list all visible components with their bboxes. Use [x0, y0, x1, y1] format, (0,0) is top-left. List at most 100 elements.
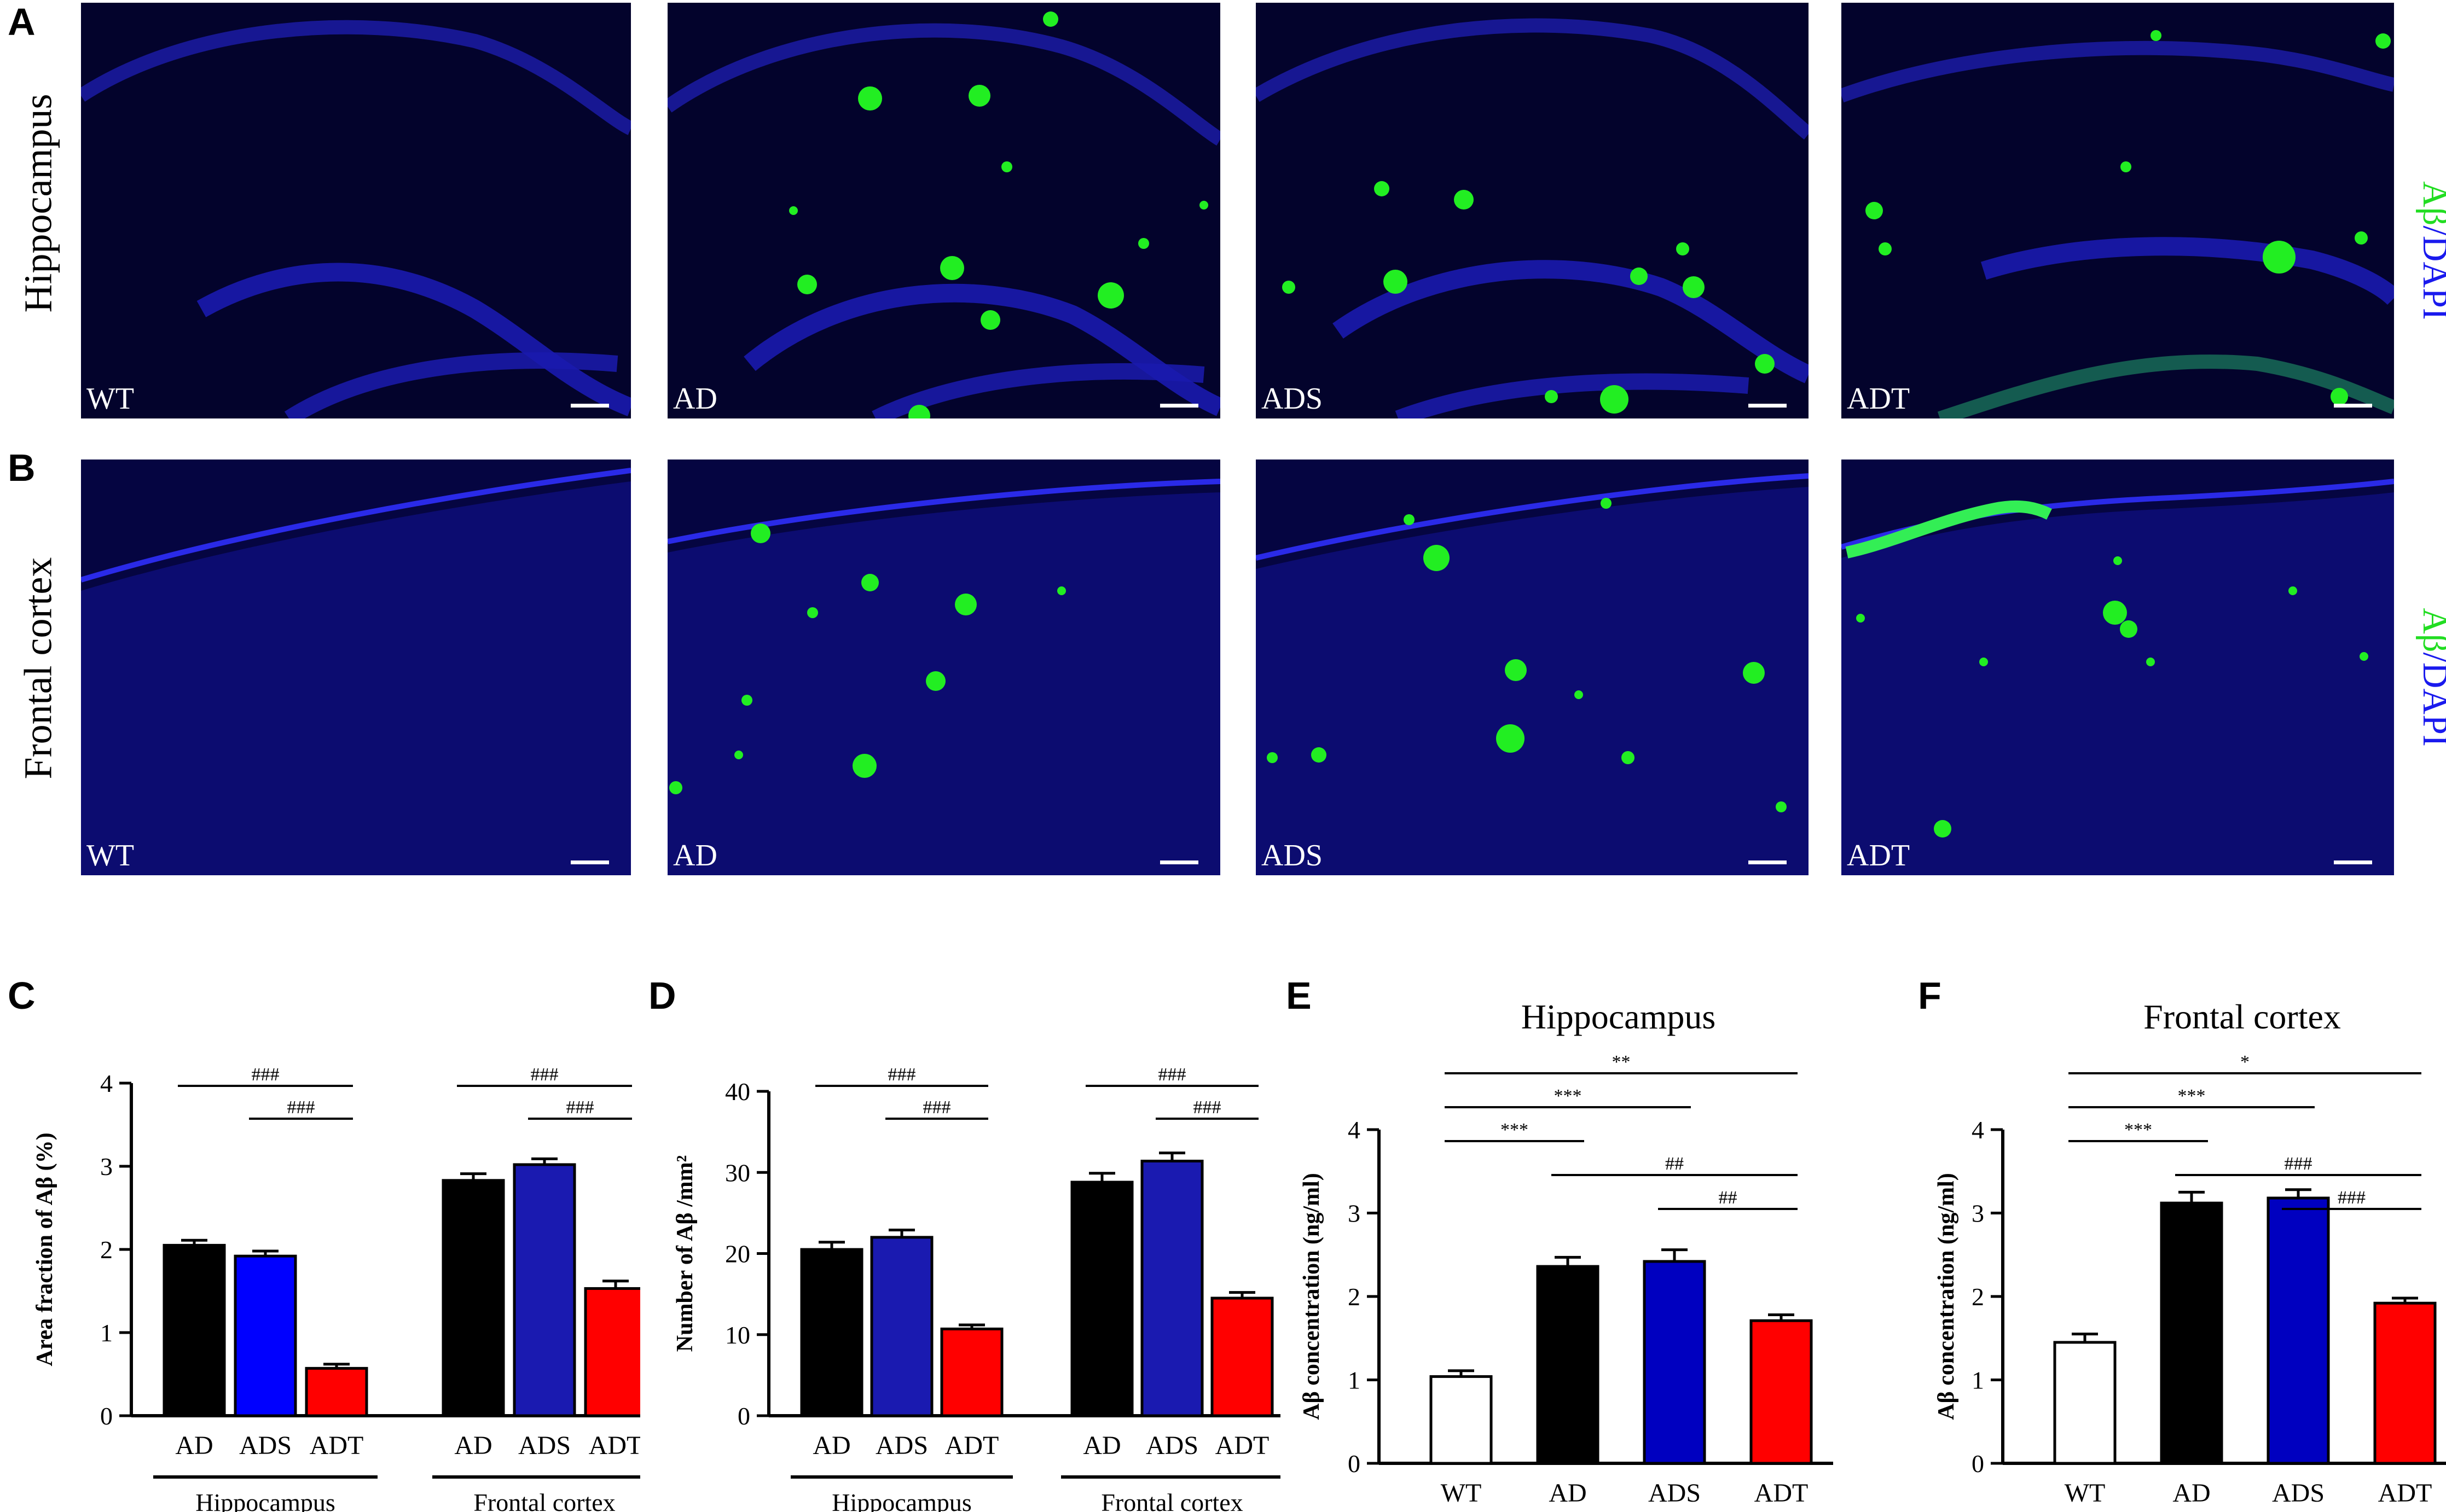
- abeta-label: Aβ: [2415, 608, 2446, 653]
- x-tick-label: ADS: [876, 1431, 928, 1460]
- bar-ads: [513, 1163, 576, 1417]
- significance-marker: ###: [252, 1065, 280, 1085]
- bar-adt: [940, 1327, 1004, 1417]
- x-tick-label: AD: [1549, 1479, 1586, 1508]
- scale-bar: [1748, 860, 1787, 864]
- significance-marker: *: [2240, 1052, 2250, 1072]
- scale-bar: [1160, 860, 1198, 864]
- x-tick-label: WT: [1441, 1479, 1482, 1508]
- bar-ad: [1070, 1180, 1134, 1417]
- panel-letter-a: A: [8, 1, 36, 43]
- row-title-hippocampus: Hippocampus: [16, 94, 60, 313]
- micrograph-cortex-wt: WT: [81, 460, 631, 875]
- x-tick-label: ADT: [2378, 1479, 2432, 1508]
- chart-area-fraction: 0 1 2 3 4 Area fraction of Aβ (%) AD ADS ADT AD AD…: [0, 974, 640, 1512]
- significance-marker: ###: [287, 1097, 315, 1118]
- y-axis-label: Aβ concentration (ng/ml): [1299, 1173, 1324, 1420]
- bar-adt: [1749, 1319, 1813, 1465]
- chart-concentration-cortex: Frontal cortex 0 1 2 3 4 Aβ concentration (ng/…: [1915, 974, 2446, 1512]
- significance-marker: ***: [2178, 1086, 2206, 1106]
- abeta-label: Aβ: [2415, 181, 2446, 226]
- slash-label: /: [2415, 652, 2446, 662]
- y-tick-label: 4: [100, 1069, 113, 1097]
- x-tick-label: ADS: [2272, 1479, 2325, 1508]
- micrograph-cortex-ads: ADS: [1256, 460, 1809, 875]
- x-tick-label: ADT: [310, 1431, 364, 1460]
- chart-title: Frontal cortex: [2143, 997, 2341, 1036]
- y-tick-label: 2: [1348, 1283, 1360, 1311]
- x-tick-label: ADS: [1648, 1479, 1701, 1508]
- y-axis-label: Number of Aβ /mm²: [673, 1155, 698, 1352]
- chart-plaque-number: 0 10 20 30 40 Number of Aβ /mm² AD ADS ADT AD ADS A…: [640, 974, 1280, 1512]
- y-tick-label: 2: [1972, 1283, 1984, 1311]
- bar-ad: [442, 1179, 505, 1417]
- group-label: Hippocampus: [832, 1488, 972, 1512]
- micrograph-hippocampus-ad: AD: [668, 3, 1220, 418]
- chart-svg: 0 10 20 30 40 Number of Aβ /mm² AD ADS ADT AD ADS A…: [673, 1065, 1280, 1512]
- stain-label-row-a: Aβ/DAPI: [2414, 168, 2446, 333]
- micrograph-label: ADT: [1847, 382, 1910, 416]
- bar-ad: [2160, 1201, 2223, 1465]
- micrograph-label: ADS: [1261, 382, 1323, 416]
- significance-marker: ###: [888, 1065, 916, 1085]
- significance-marker: ###: [1193, 1097, 1221, 1118]
- y-tick-label: 0: [1348, 1450, 1360, 1478]
- micrograph-hippocampus-adt: ADT: [1841, 3, 2394, 418]
- scale-bar: [2334, 404, 2372, 408]
- bar-wt: [1429, 1375, 1493, 1465]
- y-tick-label: 1: [100, 1319, 113, 1347]
- panel-letter-e: E: [1286, 974, 1312, 1017]
- group-label: Frontal cortex: [473, 1488, 615, 1512]
- y-tick-label: 3: [1348, 1200, 1360, 1228]
- bar-ads: [2267, 1196, 2330, 1465]
- bar-ads: [1643, 1260, 1706, 1465]
- dapi-label: DAPI: [2415, 235, 2446, 320]
- group-label: Hippocampus: [195, 1488, 335, 1512]
- y-tick-label: 0: [100, 1402, 113, 1430]
- significance-marker: ###: [1158, 1065, 1186, 1085]
- y-tick-label: 40: [725, 1078, 750, 1106]
- significance-marker: ###: [2338, 1188, 2366, 1208]
- y-tick-label: 30: [725, 1159, 750, 1187]
- bar-adt: [2373, 1301, 2437, 1465]
- micrograph-label: AD: [673, 839, 717, 873]
- bar-ads: [234, 1254, 297, 1417]
- y-tick-label: 10: [725, 1321, 750, 1349]
- scale-bar: [1748, 404, 1787, 408]
- y-tick-label: 20: [725, 1240, 750, 1268]
- micrograph-cortex-adt: ADT: [1841, 460, 2394, 875]
- bar-ad: [1536, 1265, 1599, 1465]
- micrograph-hippocampus-wt: WT: [81, 3, 631, 418]
- x-tick-label: ADT: [589, 1431, 640, 1460]
- scale-bar: [571, 860, 609, 864]
- y-axis-label: Area fraction of Aβ (%): [32, 1132, 57, 1366]
- significance-marker: ###: [566, 1097, 594, 1118]
- x-tick-label: AD: [1083, 1431, 1121, 1460]
- significance-marker: ##: [1665, 1154, 1684, 1174]
- bar-adt: [305, 1366, 368, 1417]
- x-tick-label: AD: [454, 1431, 492, 1460]
- x-tick-label: ADS: [239, 1431, 292, 1460]
- x-tick-label: AD: [2172, 1479, 2210, 1508]
- y-tick-label: 4: [1348, 1116, 1360, 1144]
- significance-marker: ***: [1500, 1120, 1528, 1140]
- y-tick-label: 2: [100, 1236, 113, 1264]
- x-tick-label: WT: [2065, 1479, 2106, 1508]
- micrograph-cortex-ad: AD: [668, 460, 1220, 875]
- significance-marker: ###: [923, 1097, 951, 1118]
- scale-bar: [2334, 860, 2372, 864]
- group-label: Frontal cortex: [1101, 1488, 1243, 1512]
- row-title-frontal-cortex: Frontal cortex: [16, 557, 60, 780]
- panel-letter-b: B: [8, 446, 36, 489]
- stain-label-row-b: Aβ/DAPI: [2414, 595, 2446, 759]
- micrograph-label: WT: [86, 382, 135, 416]
- significance-marker: ##: [1719, 1188, 1737, 1208]
- chart-title: Hippocampus: [1521, 997, 1716, 1036]
- significance-marker: ###: [2285, 1154, 2312, 1174]
- significance-marker: ###: [531, 1065, 559, 1085]
- y-tick-label: 1: [1348, 1366, 1360, 1394]
- bar-ad: [163, 1243, 226, 1417]
- bar-adt: [1210, 1296, 1274, 1417]
- micrograph-hippocampus-ads: ADS: [1256, 3, 1809, 418]
- chart-svg: Frontal cortex 0 1 2 3 4 Aβ concentration (ng/…: [1934, 997, 2446, 1508]
